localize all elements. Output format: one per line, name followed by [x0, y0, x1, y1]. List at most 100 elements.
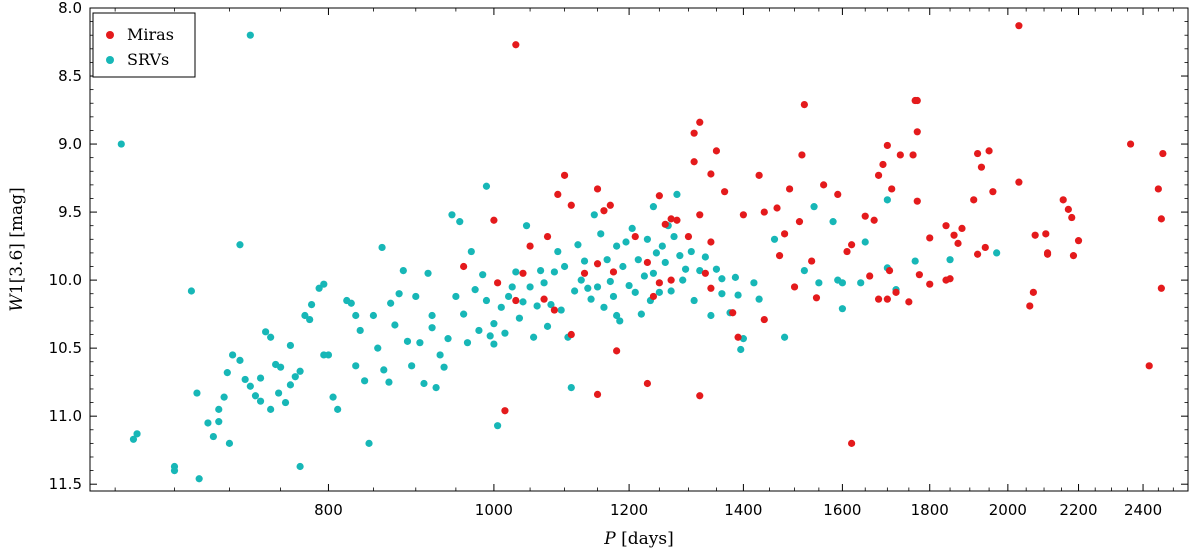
point-miras [554, 190, 562, 198]
point-srvs [628, 224, 636, 233]
point-srvs [296, 462, 304, 471]
point-srvs [557, 306, 565, 314]
point-srvs [416, 339, 424, 347]
point-miras [580, 269, 589, 277]
point-srvs [946, 256, 954, 264]
point-srvs [262, 328, 270, 336]
point-srvs [543, 322, 552, 330]
point-srvs [690, 296, 698, 305]
point-srvs [857, 279, 865, 287]
point-miras [798, 151, 806, 159]
point-srvs [356, 326, 364, 335]
point-miras [892, 288, 900, 296]
point-miras [593, 260, 602, 268]
point-srvs [861, 238, 869, 246]
point-srvs [613, 242, 621, 250]
y-tick-label: 11.0 [49, 407, 82, 425]
point-miras [973, 250, 982, 258]
point-srvs [540, 279, 548, 287]
x-axis-label: P [days] [603, 529, 673, 549]
point-srvs [571, 287, 579, 295]
point-miras [550, 306, 558, 314]
point-srvs [428, 324, 436, 332]
point-miras [1029, 288, 1037, 296]
point-miras [494, 279, 502, 287]
point-srvs [378, 243, 386, 252]
point-srvs [512, 268, 520, 276]
point-miras [1043, 250, 1052, 258]
point-srvs [530, 333, 538, 341]
point-miras [655, 279, 663, 287]
point-miras [567, 330, 575, 339]
point-miras [883, 141, 891, 150]
point-srvs [580, 257, 589, 265]
point-srvs [560, 262, 569, 271]
point-srvs [385, 378, 393, 386]
point-srvs [286, 381, 295, 389]
point-srvs [482, 296, 491, 305]
point-srvs [687, 247, 695, 256]
point-miras [773, 204, 781, 212]
point-miras [667, 215, 675, 223]
point-srvs [547, 301, 555, 309]
point-miras [673, 216, 681, 224]
point-srvs [838, 279, 847, 287]
point-miras [913, 197, 921, 205]
point-srvs [670, 232, 678, 241]
point-miras [739, 211, 747, 219]
point-srvs [133, 430, 141, 438]
point-srvs [301, 311, 309, 320]
point-miras [820, 181, 828, 189]
point-miras [649, 292, 658, 301]
point-miras [870, 216, 878, 224]
point-srvs [307, 301, 316, 309]
point-srvs [395, 290, 403, 298]
point-miras [696, 118, 704, 126]
point-srvs [600, 303, 608, 311]
point-srvs [731, 273, 740, 281]
point-miras [512, 296, 520, 305]
point-srvs [567, 383, 575, 392]
point-srvs [622, 238, 630, 246]
point-miras [593, 390, 602, 398]
point-miras [460, 262, 468, 271]
point-srvs [315, 284, 323, 292]
point-srvs [593, 283, 602, 291]
point-miras [712, 147, 721, 155]
point-srvs [296, 367, 304, 375]
point-srvs [637, 310, 645, 318]
point-miras [981, 243, 989, 252]
point-miras [661, 220, 669, 228]
point-srvs [275, 389, 283, 397]
point-srvs [494, 422, 502, 430]
point-srvs [652, 249, 660, 257]
point-miras [795, 218, 804, 226]
point-srvs [424, 269, 432, 277]
point-srvs [718, 290, 726, 298]
point-srvs [456, 218, 464, 226]
point-srvs [482, 182, 491, 190]
point-srvs [236, 356, 244, 364]
x-tick-label: 1600 [823, 501, 861, 519]
point-srvs [391, 321, 399, 329]
point-srvs [129, 435, 138, 443]
point-srvs [329, 393, 337, 401]
point-miras [501, 407, 509, 415]
point-srvs [276, 363, 285, 371]
point-miras [600, 207, 608, 215]
point-srvs [718, 275, 726, 283]
point-srvs [696, 266, 704, 275]
point-miras [909, 151, 917, 159]
point-srvs [619, 262, 627, 271]
point-miras [631, 232, 639, 241]
point-miras [1031, 231, 1039, 239]
point-srvs [352, 362, 360, 370]
point-miras [1126, 140, 1135, 148]
point-srvs [352, 311, 360, 320]
point-miras [567, 201, 575, 209]
point-srvs [452, 292, 460, 301]
point-srvs [661, 258, 669, 267]
x-tick-label: 2200 [1059, 501, 1097, 519]
point-srvs [256, 374, 265, 382]
point-miras [950, 231, 958, 239]
